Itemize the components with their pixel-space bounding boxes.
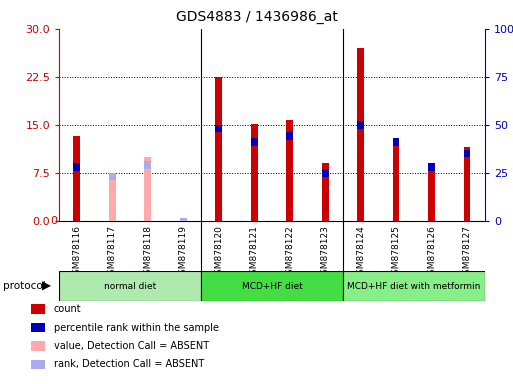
Text: GSM878126: GSM878126 [427,225,436,280]
Text: GSM878117: GSM878117 [108,225,117,280]
Bar [144,161,151,169]
Text: percentile rank within the sample: percentile rank within the sample [54,323,219,333]
Bar [343,271,485,301]
Text: GSM878127: GSM878127 [463,225,471,280]
Bar [180,218,187,226]
Bar [215,125,222,132]
Text: protocol: protocol [3,281,45,291]
Bar [251,138,258,146]
Text: GSM878118: GSM878118 [143,225,152,280]
Bar [286,120,293,221]
Text: normal diet: normal diet [104,281,156,291]
Text: ▶: ▶ [42,280,51,293]
Bar [109,179,115,221]
Bar [464,150,470,157]
Text: GSM878120: GSM878120 [214,225,223,280]
Bar [73,163,80,171]
Bar [251,124,258,221]
Bar [357,121,364,129]
Bar [428,163,435,221]
Bar [201,271,343,301]
Text: GSM878124: GSM878124 [356,225,365,280]
Bar [59,271,201,301]
Text: MCD+HF diet with metformin: MCD+HF diet with metformin [347,281,481,291]
Text: GSM878121: GSM878121 [250,225,259,280]
Bar [392,138,400,146]
Bar [322,169,328,177]
Bar [392,137,400,221]
Text: GSM878122: GSM878122 [285,225,294,280]
Text: rank, Detection Call = ABSENT: rank, Detection Call = ABSENT [54,359,204,369]
Bar [322,163,328,221]
Text: count: count [54,304,82,314]
Bar [109,173,115,180]
Text: GSM878125: GSM878125 [391,225,401,280]
Bar [215,77,222,221]
Text: GSM878119: GSM878119 [179,225,188,280]
Text: value, Detection Call = ABSENT: value, Detection Call = ABSENT [54,341,209,351]
Text: GSM878123: GSM878123 [321,225,330,280]
Text: GSM878116: GSM878116 [72,225,81,280]
Bar [357,48,364,221]
Text: MCD+HF diet: MCD+HF diet [242,281,302,291]
Bar [464,147,470,221]
Text: 0: 0 [50,216,57,226]
Text: GDS4883 / 1436986_at: GDS4883 / 1436986_at [175,10,338,23]
Bar [428,163,435,171]
Bar [286,132,293,140]
Bar [73,136,80,221]
Bar [144,157,151,221]
